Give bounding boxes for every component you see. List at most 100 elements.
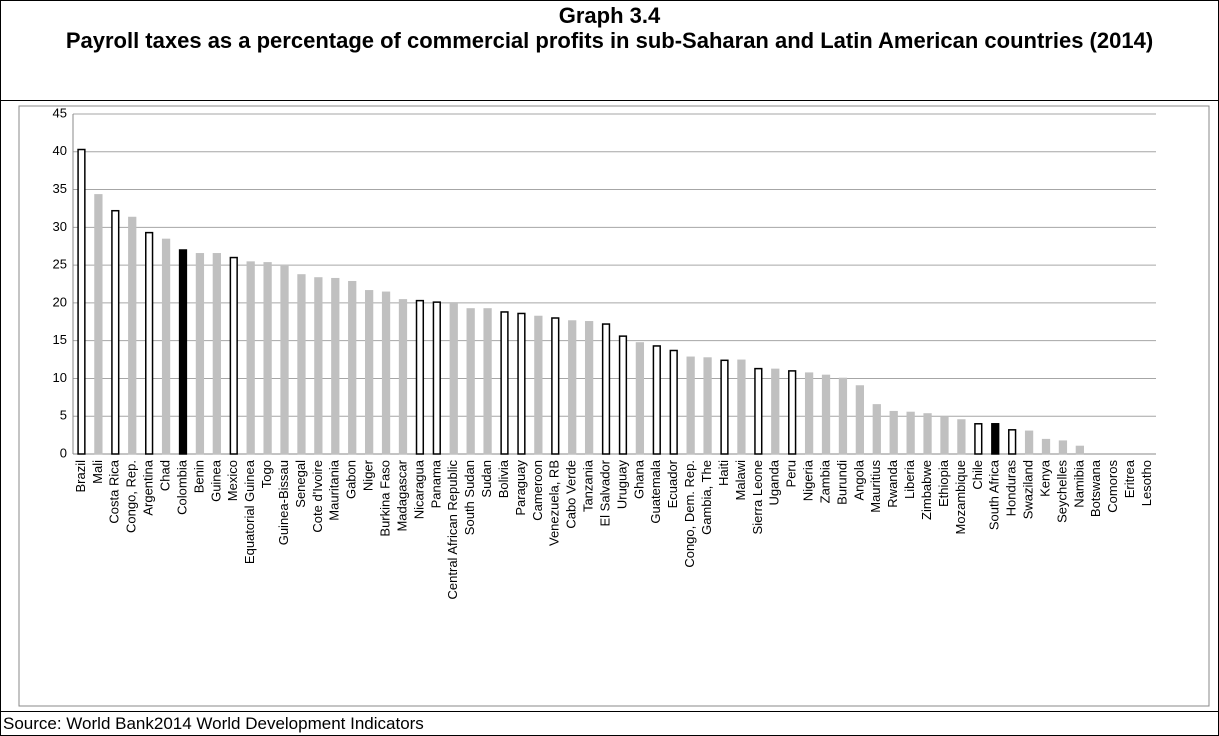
x-tick-label: Panama (428, 459, 443, 508)
x-tick-label: Gabon (344, 460, 359, 499)
bar (348, 280, 357, 455)
bar (280, 265, 289, 455)
y-tick-label: 25 (53, 257, 67, 272)
x-tick-label: Mozambique (953, 460, 968, 534)
bar (534, 315, 543, 455)
x-tick-label: Sierra Leone (750, 460, 765, 534)
bar (771, 368, 780, 455)
bar (804, 372, 814, 455)
y-tick-label: 15 (53, 332, 67, 347)
bar (128, 216, 137, 455)
x-tick-label: Ecuador (665, 459, 680, 508)
bar (838, 377, 848, 455)
bar (195, 253, 205, 455)
bar (229, 256, 238, 455)
y-tick-label: 35 (53, 181, 67, 196)
x-tick-label: Uganda (767, 459, 782, 505)
x-tick-label: Tanzania (581, 459, 596, 512)
bar (111, 209, 120, 455)
bar (991, 423, 1000, 455)
x-tick-label: South Sudan (462, 460, 477, 535)
x-tick-label: Eritrea (1122, 459, 1137, 498)
x-tick-label: Burkina Faso (377, 460, 392, 537)
y-tick-label: 45 (53, 105, 67, 120)
x-tick-label: Guinea-Bissau (276, 460, 291, 545)
x-tick-label: Nicaragua (411, 459, 426, 519)
bar (720, 359, 729, 455)
bar (923, 413, 932, 455)
bar (889, 410, 898, 455)
x-tick-label: Argentina (141, 459, 156, 515)
x-tick-label: Mali (90, 460, 105, 484)
x-tick-label: Costa Rica (107, 459, 122, 523)
y-tick-label: 0 (60, 445, 67, 460)
x-tick-label: Comoros (1105, 460, 1120, 513)
bar (669, 349, 678, 455)
bar (1024, 430, 1034, 455)
x-tick-label: Ethiopia (936, 459, 951, 507)
bar (872, 404, 881, 455)
bar (77, 148, 86, 455)
bar (584, 321, 594, 455)
x-tick-label: Venezuela, RB (547, 460, 562, 546)
bar (398, 299, 408, 455)
x-tick-label: Cameroon (530, 460, 545, 521)
bar (161, 238, 171, 455)
x-tick-label: Equatorial Guinea (242, 459, 257, 564)
bar (263, 262, 272, 455)
bar (568, 320, 577, 455)
bar (381, 291, 391, 455)
x-tick-label: Congo, Dem. Rep. (682, 460, 697, 568)
bar (246, 261, 255, 455)
bar (178, 249, 188, 455)
bar (652, 345, 661, 455)
bar (466, 308, 475, 455)
x-tick-label: Madagascar (394, 459, 409, 531)
bar (906, 411, 915, 455)
x-tick-label: Cabo Verde (564, 460, 579, 529)
x-tick-label: Uruguay (614, 460, 629, 510)
bar (855, 385, 865, 455)
y-tick-label: 30 (53, 219, 67, 234)
bar (635, 342, 645, 455)
x-tick-label: Kenya (1037, 459, 1052, 497)
x-tick-label: Togo (259, 460, 274, 488)
x-tick-label: Rwanda (885, 459, 900, 507)
x-tick-label: Zimbabwe (919, 460, 934, 520)
chart-title: Graph 3.4 (558, 3, 661, 28)
bar (1041, 438, 1051, 455)
header: Graph 3.4 Payroll taxes as a percentage … (1, 1, 1218, 101)
x-tick-label: Paraguay (513, 460, 528, 516)
bar (449, 302, 458, 455)
x-tick-label: Senegal (293, 460, 308, 508)
y-tick-label: 5 (60, 408, 67, 423)
x-tick-label: Nigeria (801, 459, 816, 501)
x-tick-label: Benin (191, 460, 206, 493)
bar (618, 335, 628, 455)
x-tick-label: Swaziland (1021, 460, 1036, 519)
x-tick-label: Botswana (1088, 459, 1103, 517)
x-tick-label: Brazil (73, 460, 88, 493)
x-tick-label: Colombia (174, 459, 189, 515)
x-tick-label: Peru (784, 460, 799, 487)
bar (314, 277, 323, 455)
x-tick-label: Lesotho (1139, 460, 1154, 506)
x-tick-label: Honduras (1004, 460, 1019, 517)
bar (601, 323, 611, 455)
bar (821, 374, 831, 455)
y-tick-label: 20 (53, 294, 67, 309)
x-tick-label: Chad (158, 460, 173, 491)
bar (483, 308, 492, 455)
bar (686, 356, 695, 455)
x-tick-label: Seychelles (1054, 460, 1069, 523)
bar (1008, 429, 1017, 455)
x-tick-label: Guatemala (648, 459, 663, 523)
bar (297, 274, 306, 455)
bar (517, 312, 526, 455)
bar (754, 367, 763, 455)
x-tick-label: Gambia, The (699, 460, 714, 535)
bar (703, 357, 712, 455)
x-tick-label: Burundi (834, 460, 849, 505)
